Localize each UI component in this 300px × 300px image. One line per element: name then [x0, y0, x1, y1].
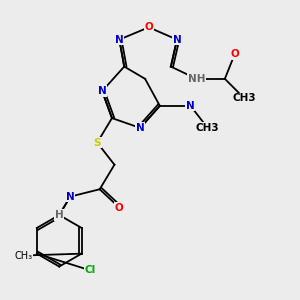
Text: Cl: Cl	[84, 265, 95, 275]
Text: S: S	[94, 138, 101, 148]
Text: CH₃: CH₃	[15, 250, 33, 260]
Text: N: N	[66, 192, 75, 202]
Text: N: N	[172, 34, 182, 45]
Text: O: O	[230, 49, 239, 59]
Text: CH3: CH3	[233, 94, 256, 103]
Text: NH: NH	[188, 74, 206, 84]
Text: H: H	[55, 210, 64, 220]
Text: N: N	[115, 34, 124, 45]
Text: O: O	[115, 203, 124, 213]
Text: O: O	[144, 22, 153, 32]
Text: N: N	[136, 123, 145, 133]
Text: CH3: CH3	[196, 123, 220, 133]
Text: N: N	[98, 86, 106, 96]
Text: N: N	[186, 101, 195, 111]
